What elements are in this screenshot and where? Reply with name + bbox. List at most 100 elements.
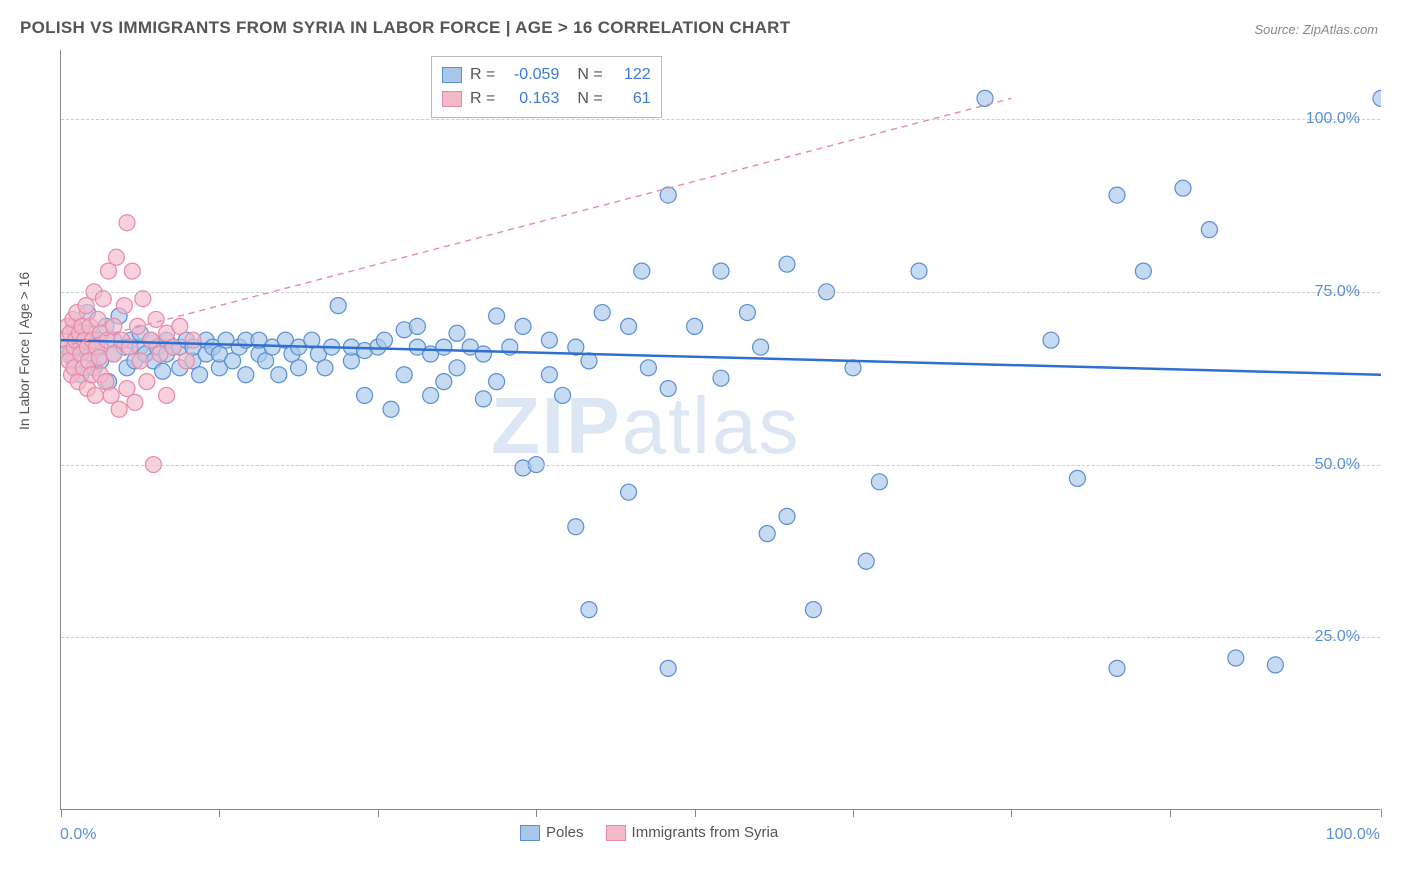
data-point: [127, 394, 143, 410]
trend-line: [61, 98, 1011, 347]
data-point: [409, 318, 425, 334]
data-point: [1069, 470, 1085, 486]
legend-row: R =0.163N =61: [442, 87, 651, 111]
data-point: [95, 291, 111, 307]
y-tick-label: 75.0%: [1315, 283, 1360, 301]
data-point: [555, 387, 571, 403]
data-point: [1228, 650, 1244, 666]
data-point: [475, 346, 491, 362]
data-point: [148, 311, 164, 327]
data-point: [423, 387, 439, 403]
data-point: [383, 401, 399, 417]
series-legend: Poles Immigrants from Syria: [520, 824, 778, 841]
data-point: [687, 318, 703, 334]
data-point: [660, 381, 676, 397]
data-point: [1043, 332, 1059, 348]
x-axis-start-label: 0.0%: [60, 826, 96, 844]
data-point: [1109, 660, 1125, 676]
data-point: [271, 367, 287, 383]
y-tick-label: 50.0%: [1315, 456, 1360, 474]
data-point: [449, 360, 465, 376]
chart-title: POLISH VS IMMIGRANTS FROM SYRIA IN LABOR…: [20, 18, 790, 38]
data-point: [621, 484, 637, 500]
data-point: [108, 249, 124, 265]
data-point: [185, 332, 201, 348]
x-tick: [1381, 809, 1382, 817]
data-point: [871, 474, 887, 490]
r-value: -0.059: [503, 63, 559, 87]
x-tick: [378, 809, 379, 817]
data-point: [489, 374, 505, 390]
x-tick: [536, 809, 537, 817]
data-point: [135, 291, 151, 307]
legend-row: R =-0.059N =122: [442, 63, 651, 87]
data-point: [541, 332, 557, 348]
data-point: [436, 339, 452, 355]
gridline: [61, 292, 1380, 293]
data-point: [139, 374, 155, 390]
data-point: [1373, 90, 1381, 106]
gridline: [61, 119, 1380, 120]
data-point: [1267, 657, 1283, 673]
data-point: [124, 263, 140, 279]
n-label: N =: [577, 63, 602, 87]
gridline: [61, 637, 1380, 638]
data-point: [330, 298, 346, 314]
data-point: [541, 367, 557, 383]
legend-swatch: [442, 67, 462, 83]
data-point: [111, 401, 127, 417]
data-point: [660, 660, 676, 676]
data-point: [143, 332, 159, 348]
data-point: [759, 526, 775, 542]
x-tick: [1170, 809, 1171, 817]
data-point: [779, 508, 795, 524]
n-label: N =: [577, 87, 602, 111]
data-point: [515, 318, 531, 334]
legend-item: Immigrants from Syria: [606, 824, 779, 841]
data-point: [568, 519, 584, 535]
data-point: [1109, 187, 1125, 203]
data-point: [436, 374, 452, 390]
data-point: [713, 370, 729, 386]
data-point: [90, 311, 106, 327]
r-label: R =: [470, 87, 495, 111]
data-point: [858, 553, 874, 569]
data-point: [165, 339, 181, 355]
legend-item: Poles: [520, 824, 584, 841]
data-point: [132, 353, 148, 369]
data-point: [713, 263, 729, 279]
data-point: [779, 256, 795, 272]
x-tick: [219, 809, 220, 817]
data-point: [238, 367, 254, 383]
data-point: [594, 305, 610, 321]
data-point: [116, 298, 132, 314]
chart-svg: [61, 50, 1381, 810]
data-point: [911, 263, 927, 279]
data-point: [805, 602, 821, 618]
data-point: [172, 318, 188, 334]
data-point: [91, 349, 107, 365]
data-point: [396, 367, 412, 383]
data-point: [1135, 263, 1151, 279]
y-axis-label: In Labor Force | Age > 16: [16, 272, 32, 430]
x-tick: [853, 809, 854, 817]
legend-label: Immigrants from Syria: [632, 824, 779, 841]
data-point: [449, 325, 465, 341]
data-point: [621, 318, 637, 334]
source-attribution: Source: ZipAtlas.com: [1254, 22, 1378, 37]
n-value: 61: [611, 87, 651, 111]
gridline: [61, 465, 1380, 466]
data-point: [1175, 180, 1191, 196]
data-point: [489, 308, 505, 324]
data-point: [192, 367, 208, 383]
legend-swatch: [442, 91, 462, 107]
x-tick: [695, 809, 696, 817]
y-tick-label: 100.0%: [1306, 110, 1360, 128]
data-point: [155, 363, 171, 379]
x-tick: [61, 809, 62, 817]
y-tick-label: 25.0%: [1315, 628, 1360, 646]
data-point: [581, 602, 597, 618]
data-point: [739, 305, 755, 321]
n-value: 122: [611, 63, 651, 87]
x-axis-end-label: 100.0%: [1326, 826, 1380, 844]
